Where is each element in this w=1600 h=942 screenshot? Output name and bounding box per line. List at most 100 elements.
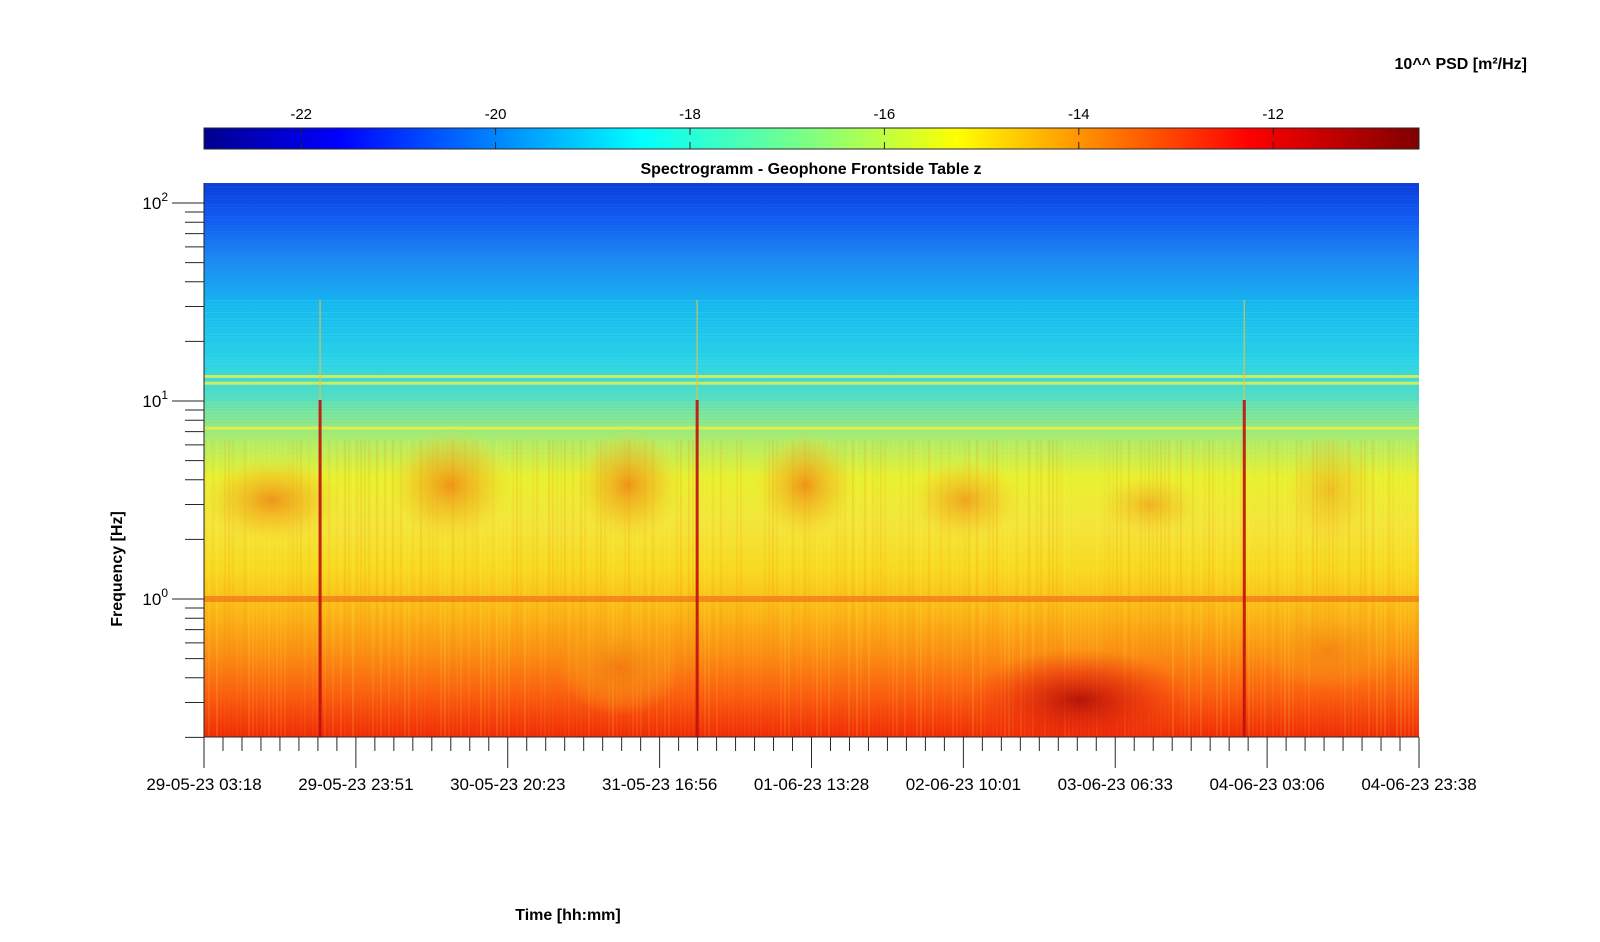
- time-striation: [708, 440, 710, 737]
- time-striation: [260, 440, 262, 737]
- time-striation: [1108, 440, 1110, 737]
- time-striation: [496, 440, 498, 737]
- transient-events: [318, 300, 1246, 737]
- time-striation: [1096, 440, 1098, 737]
- band-striation: [204, 327, 1419, 329]
- band-striation: [204, 321, 1419, 323]
- band-striation: [204, 297, 1419, 299]
- time-striation: [216, 440, 218, 737]
- band-striation: [204, 345, 1419, 347]
- time-striation: [652, 440, 654, 737]
- band-striation: [204, 231, 1419, 233]
- time-striation: [1164, 440, 1166, 737]
- time-striation: [1088, 440, 1090, 737]
- time-striation: [304, 440, 306, 737]
- time-striation: [912, 440, 914, 737]
- time-striation: [660, 440, 662, 737]
- time-striation: [516, 440, 518, 737]
- time-striation: [1416, 440, 1418, 737]
- band-striation: [204, 408, 1419, 410]
- time-striation: [1128, 440, 1130, 737]
- time-striation: [388, 440, 390, 737]
- time-striation: [608, 440, 610, 737]
- time-striation: [500, 440, 502, 737]
- band-striation: [204, 237, 1419, 239]
- time-striation: [1116, 440, 1118, 737]
- time-striation: [308, 440, 310, 737]
- activity-blob: [910, 460, 1020, 540]
- time-striation: [1260, 440, 1262, 737]
- time-striation: [680, 440, 682, 737]
- tonal-lines: [204, 374, 1419, 602]
- band-striation: [204, 216, 1419, 218]
- time-striation: [1204, 440, 1206, 737]
- band-striation: [204, 324, 1419, 326]
- time-striation: [1224, 440, 1226, 737]
- activity-blob: [1100, 475, 1200, 535]
- time-striation: [432, 440, 434, 737]
- colorbar-ticks: -22 -20 -18 -16 -14 -12: [290, 106, 1284, 149]
- time-striation: [456, 440, 458, 737]
- band-striation: [204, 270, 1419, 272]
- tonal-line: [204, 381, 1419, 385]
- transient-event: [695, 400, 699, 737]
- time-striation: [220, 440, 222, 737]
- colorbar: -22 -20 -18 -16 -14 -12: [203, 106, 1420, 150]
- time-striation: [880, 440, 882, 737]
- time-striation: [620, 440, 622, 737]
- time-striation: [460, 440, 462, 737]
- time-striation: [752, 440, 754, 737]
- time-striation: [484, 440, 486, 737]
- time-striation: [1136, 440, 1138, 737]
- band-striation: [204, 264, 1419, 266]
- time-striation: [540, 440, 542, 737]
- band-striation: [204, 336, 1419, 338]
- band-striation: [204, 219, 1419, 221]
- time-striation: [1256, 440, 1258, 737]
- time-striation: [1356, 440, 1358, 737]
- colorbar-tick-label: -12: [1262, 106, 1284, 123]
- time-striation: [568, 440, 570, 737]
- band-striation: [204, 243, 1419, 245]
- time-striation: [1084, 440, 1086, 737]
- chart-title: Spectrogramm - Geophone Frontside Table …: [640, 161, 981, 178]
- colorbar-tick-label: -20: [485, 106, 507, 123]
- band-striation: [204, 189, 1419, 191]
- time-striation: [204, 440, 206, 737]
- time-striation: [408, 440, 410, 737]
- time-striation: [372, 440, 374, 737]
- time-striation: [596, 440, 598, 737]
- time-striation: [336, 440, 338, 737]
- time-striation: [1232, 440, 1234, 737]
- transient-event-tail: [319, 300, 321, 400]
- time-striation: [588, 440, 590, 737]
- time-striation: [272, 440, 274, 737]
- band-striation: [204, 225, 1419, 227]
- time-striation: [208, 440, 210, 737]
- time-striation: [236, 440, 238, 737]
- time-striation: [1024, 440, 1026, 737]
- band-striation: [204, 420, 1419, 422]
- time-striation: [1216, 440, 1218, 737]
- spectral-bands: [204, 183, 1419, 737]
- time-striation: [656, 440, 658, 737]
- time-striation: [1300, 440, 1302, 737]
- time-striation: [1100, 440, 1102, 737]
- time-striation: [824, 440, 826, 737]
- time-striation: [396, 440, 398, 737]
- x-tick-label: 30-05-23 20:23: [450, 775, 565, 794]
- band-striation: [204, 306, 1419, 308]
- time-striation: [928, 440, 930, 737]
- time-striation: [1360, 440, 1362, 737]
- x-tick-label: 29-05-23 23:51: [298, 775, 413, 794]
- time-striation: [820, 440, 822, 737]
- time-striation: [340, 440, 342, 737]
- band-striation: [204, 393, 1419, 395]
- activity-blob: [970, 650, 1190, 737]
- time-striation: [756, 440, 758, 737]
- time-striation: [668, 440, 670, 737]
- time-striation: [816, 440, 818, 737]
- time-striation: [728, 440, 730, 737]
- time-striation: [560, 440, 562, 737]
- band-striation: [204, 366, 1419, 368]
